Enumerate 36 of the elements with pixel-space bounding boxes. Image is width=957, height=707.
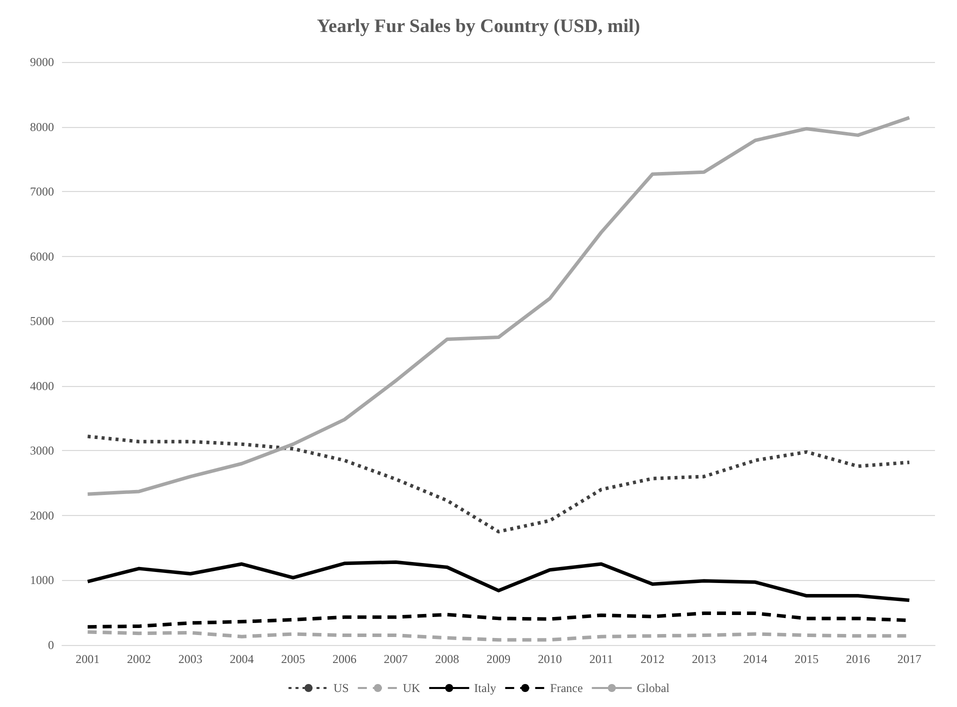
legend-label: France: [550, 681, 583, 695]
x-tick-label: 2005: [281, 652, 306, 666]
x-tick-label: 2011: [589, 652, 613, 666]
x-tick-label: 2017: [897, 652, 922, 666]
y-tick-label: 6000: [30, 249, 54, 264]
x-tick-label: 2002: [127, 652, 152, 666]
line-series: [86, 560, 912, 602]
chart-title: Yearly Fur Sales by Country (USD, mil): [316, 16, 640, 37]
x-tick-label: 2004: [230, 652, 254, 666]
x-tick-label: 2014: [743, 652, 768, 666]
x-tick-label: 2003: [178, 652, 202, 666]
x-tick-label: 2001: [76, 652, 100, 666]
x-tick-label: 2016: [846, 652, 870, 666]
x-tick-label: 2009: [486, 652, 510, 666]
x-tick-label: 2012: [640, 652, 665, 666]
legend-label: Italy: [474, 681, 496, 695]
x-tick-label: 2007: [384, 652, 408, 666]
y-tick-label: 9000: [30, 55, 54, 69]
x-tick-label: 2015: [794, 652, 819, 666]
x-tick-label: 2006: [332, 652, 356, 666]
x-tick-label: 2010: [538, 652, 562, 666]
x-tick-label: 2013: [692, 652, 716, 666]
line-series: [86, 116, 912, 496]
y-tick-label: 8000: [30, 120, 54, 134]
x-tick-label: 2008: [435, 652, 460, 666]
y-tick-label: 0: [48, 638, 54, 652]
y-tick-label: 3000: [30, 444, 54, 458]
legend-label: US: [334, 681, 349, 695]
y-tick-label: 2000: [30, 508, 54, 522]
y-tick-label: 7000: [30, 184, 54, 199]
y-tick-label: 4000: [30, 378, 54, 393]
line-series: [86, 434, 912, 534]
y-tick-label: 1000: [30, 573, 54, 588]
legend-label: UK: [402, 681, 421, 695]
y-tick-label: 5000: [30, 314, 54, 328]
legend-label: Global: [636, 681, 670, 695]
